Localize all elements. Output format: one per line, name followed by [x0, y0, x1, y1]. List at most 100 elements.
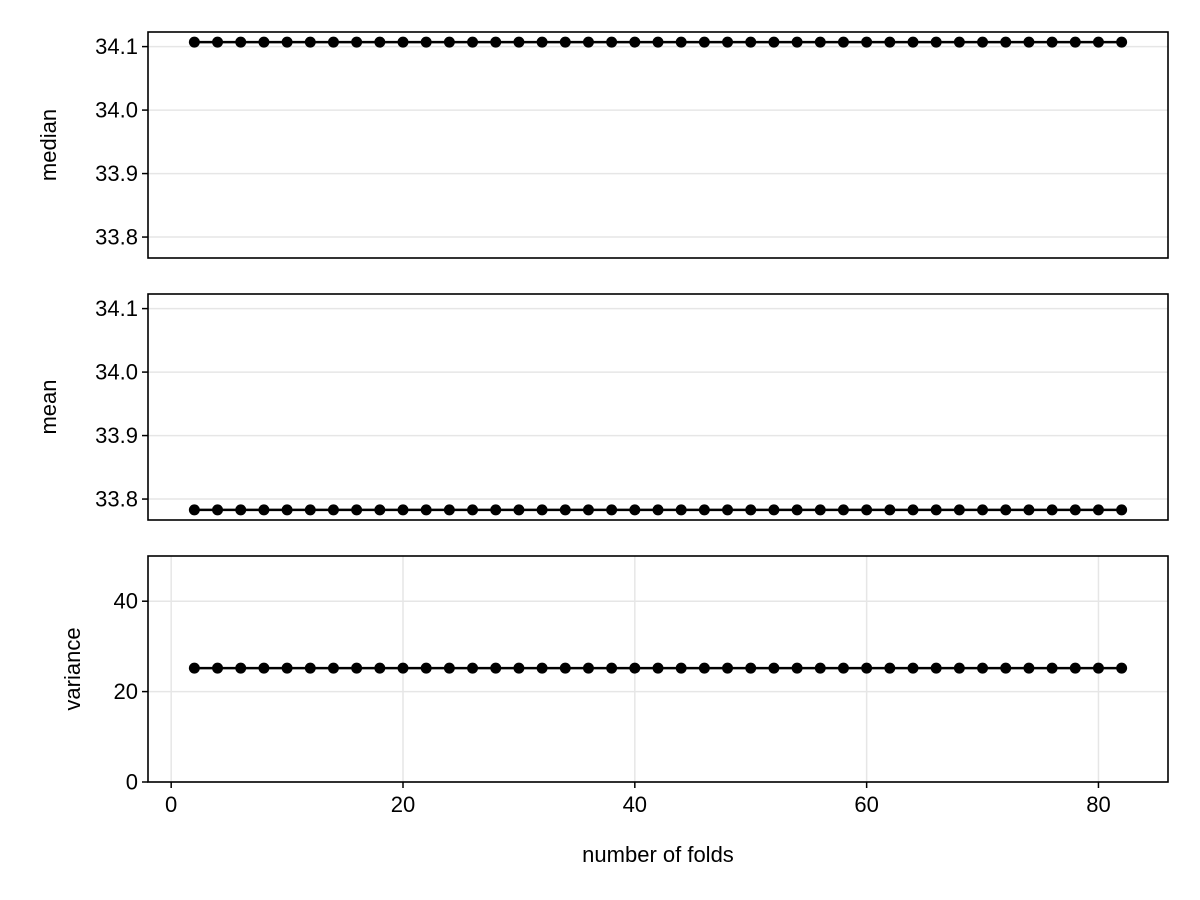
median-data-point: [1046, 36, 1058, 48]
mean-data-point: [397, 504, 409, 516]
variance-x-tick-label: 60: [854, 792, 878, 817]
variance-data-point: [351, 662, 363, 674]
median-data-point: [722, 36, 734, 48]
median-y-axis-label: median: [36, 109, 61, 181]
variance-data-point: [281, 662, 293, 674]
median-data-point: [188, 36, 200, 48]
median-data-point: [675, 36, 687, 48]
median-data-point: [281, 36, 293, 48]
median-data-point: [629, 36, 641, 48]
variance-data-point: [188, 662, 200, 674]
variance-data-point: [467, 662, 479, 674]
mean-data-point: [420, 504, 432, 516]
variance-y-tick-label: 0: [126, 770, 138, 795]
median-data-point: [397, 36, 409, 48]
mean-data-point: [814, 504, 826, 516]
mean-data-point: [258, 504, 270, 516]
variance-data-point: [768, 662, 780, 674]
variance-data-point: [443, 662, 455, 674]
mean-data-point: [791, 504, 803, 516]
mean-data-point: [304, 504, 316, 516]
variance-data-point: [258, 662, 270, 674]
variance-data-point: [235, 662, 247, 674]
median-data-point: [490, 36, 502, 48]
mean-data-point: [467, 504, 479, 516]
variance-x-tick-label: 80: [1086, 792, 1110, 817]
mean-y-axis-label: mean: [36, 379, 61, 434]
median-data-point: [1116, 36, 1128, 48]
median-data-point: [1069, 36, 1081, 48]
variance-y-tick-label: 40: [114, 589, 138, 614]
mean-data-point: [722, 504, 734, 516]
variance-data-point: [513, 662, 525, 674]
variance-data-point: [837, 662, 849, 674]
mean-data-point: [977, 504, 989, 516]
panel-mean: 33.8 33.9 34.0 34.1 mean: [36, 293, 1169, 521]
median-data-point: [420, 36, 432, 48]
median-data-point: [235, 36, 247, 48]
variance-data-point: [327, 662, 339, 674]
median-data-point: [513, 36, 525, 48]
variance-data-point: [698, 662, 710, 674]
variance-data-point: [536, 662, 548, 674]
variance-data-point: [582, 662, 594, 674]
variance-x-tick-label: 20: [391, 792, 415, 817]
median-y-tick-label: 33.9: [95, 161, 138, 186]
median-data-point: [467, 36, 479, 48]
variance-data-point: [675, 662, 687, 674]
variance-data-point: [1069, 662, 1081, 674]
variance-data-point: [884, 662, 896, 674]
variance-data-point: [791, 662, 803, 674]
variance-data-point: [420, 662, 432, 674]
mean-data-point: [536, 504, 548, 516]
variance-y-tick-label: 20: [114, 679, 138, 704]
mean-data-point: [861, 504, 873, 516]
mean-data-point: [212, 504, 224, 516]
mean-data-point: [698, 504, 710, 516]
median-data-point: [559, 36, 571, 48]
variance-data-point: [629, 662, 641, 674]
median-data-point: [953, 36, 965, 48]
mean-data-point: [443, 504, 455, 516]
variance-axes-frame: [147, 555, 1169, 783]
mean-data-point: [1023, 504, 1035, 516]
variance-data-point: [1092, 662, 1104, 674]
variance-x-tick-label: 0: [165, 792, 177, 817]
median-data-point: [212, 36, 224, 48]
median-data-point: [374, 36, 386, 48]
median-data-point: [443, 36, 455, 48]
mean-data-point: [1046, 504, 1058, 516]
mean-data-point: [629, 504, 641, 516]
mean-data-point: [745, 504, 757, 516]
mean-data-point: [606, 504, 618, 516]
mean-data-point: [513, 504, 525, 516]
mean-data-point: [837, 504, 849, 516]
variance-data-point: [304, 662, 316, 674]
median-data-point: [1000, 36, 1012, 48]
mean-data-point: [235, 504, 247, 516]
mean-data-point: [374, 504, 386, 516]
median-y-tick-label: 34.1: [95, 34, 138, 59]
variance-data-point: [1046, 662, 1058, 674]
variance-data-point: [977, 662, 989, 674]
median-data-point: [327, 36, 339, 48]
variance-data-point: [1000, 662, 1012, 674]
median-data-point: [837, 36, 849, 48]
variance-data-point: [212, 662, 224, 674]
mean-y-tick-label: 34.1: [95, 296, 138, 321]
mean-data-point: [930, 504, 942, 516]
panel-median: 33.8 33.9 34.0 34.1 median: [36, 31, 1169, 259]
median-data-point: [791, 36, 803, 48]
mean-y-tick-label: 33.8: [95, 487, 138, 512]
variance-data-point: [907, 662, 919, 674]
mean-data-point: [490, 504, 502, 516]
median-data-point: [258, 36, 270, 48]
variance-data-point: [490, 662, 502, 674]
variance-data-point: [606, 662, 618, 674]
median-data-point: [606, 36, 618, 48]
mean-data-point: [953, 504, 965, 516]
variance-y-axis-label: variance: [60, 627, 85, 710]
median-data-point: [304, 36, 316, 48]
mean-data-point: [675, 504, 687, 516]
